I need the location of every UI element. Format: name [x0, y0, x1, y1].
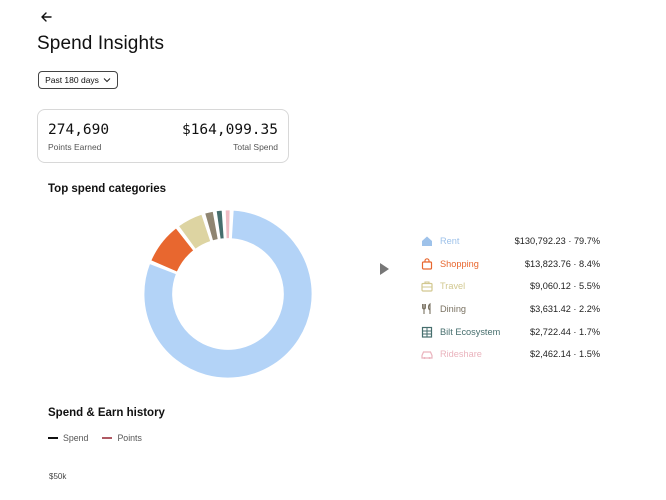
legend-separator: · [570, 281, 580, 292]
date-range-label: Past 180 days [45, 75, 99, 85]
legend-separator: · [570, 326, 580, 337]
points-earned-value: 274,690 [48, 122, 110, 138]
legend-amount-rent: $130,792.23 [514, 236, 566, 247]
shopping-bag-icon [420, 257, 434, 271]
legend-value-shopping: $13,823.76 · 8.4% [525, 259, 600, 269]
history-legend-spend-label: Spend [63, 433, 89, 443]
donut-slice-dining[interactable] [204, 210, 219, 242]
legend-amount-bilt-ecosystem: $2,722.44 [530, 326, 571, 337]
legend-label-rideshare: Rideshare [440, 349, 482, 360]
page-title: Spend Insights [37, 33, 165, 54]
legend-item-bilt-ecosystem[interactable]: Bilt Ecosystem $2,722.44 · 1.7% [420, 320, 610, 343]
legend-label-dining: Dining [440, 304, 467, 315]
history-y-tick-top: $50k [49, 472, 67, 481]
legend-percent-rent: 79.7% [573, 236, 600, 247]
legend-label-bilt-ecosystem: Bilt Ecosystem [440, 326, 501, 337]
date-range-dropdown[interactable]: Past 180 days [38, 71, 118, 89]
suitcase-icon [420, 279, 434, 293]
donut-slice-rideshare[interactable] [224, 209, 231, 239]
legend-amount-rideshare: $2,462.14 [530, 349, 571, 360]
history-legend-points[interactable]: Points [102, 433, 142, 443]
mouse-cursor-icon [379, 262, 391, 281]
legend-item-rideshare[interactable]: Rideshare $2,462.14 · 1.5% [420, 343, 610, 366]
legend-separator: · [570, 304, 580, 315]
chevron-down-icon [103, 75, 111, 85]
building-icon [420, 325, 434, 339]
legend-amount-shopping: $13,823.76 [524, 258, 571, 269]
legend-item-rent[interactable]: Rent $130,792.23 · 79.7% [420, 230, 610, 253]
legend-value-rent: $130,792.23 · 79.7% [515, 236, 600, 246]
category-legend: Rent $130,792.23 · 79.7% Shopping $13,823.7… [420, 230, 610, 366]
donut-slice-travel[interactable] [178, 213, 212, 250]
history-legend-points-label: Points [117, 433, 142, 443]
legend-amount-travel: $9,060.12 [530, 281, 571, 292]
legend-separator: · [565, 236, 574, 247]
back-arrow-icon[interactable] [38, 9, 58, 25]
donut-slice-bilt-ecosystem[interactable] [215, 209, 225, 240]
legend-label-shopping: Shopping [440, 258, 479, 269]
points-earned-label: Points Earned [48, 142, 102, 152]
legend-percent-shopping: 8.4% [579, 258, 600, 269]
spend-swatch [48, 437, 58, 439]
history-section-title: Spend & Earn history [48, 407, 165, 419]
summary-card: 274,690 Points Earned $164,099.35 Total … [37, 109, 289, 163]
legend-label-rent: Rent [440, 236, 460, 247]
legend-label-travel: Travel [440, 281, 466, 292]
legend-amount-dining: $3,631.42 [530, 304, 571, 315]
legend-item-travel[interactable]: Travel $9,060.12 · 5.5% [420, 275, 610, 298]
donut-slice-rent[interactable] [143, 209, 313, 379]
total-spend-label: Total Spend [233, 142, 278, 152]
donut-slice-shopping[interactable] [150, 227, 195, 273]
legend-percent-travel: 5.5% [579, 281, 600, 292]
legend-percent-dining: 2.2% [579, 304, 600, 315]
legend-value-travel: $9,060.12 · 5.5% [530, 281, 600, 291]
car-icon [420, 347, 434, 361]
fork-knife-icon [420, 302, 434, 316]
legend-separator: · [570, 349, 580, 360]
legend-item-dining[interactable]: Dining $3,631.42 · 2.2% [420, 298, 610, 321]
history-legend-spend[interactable]: Spend [48, 433, 88, 443]
legend-value-bilt-ecosystem: $2,722.44 · 1.7% [530, 327, 600, 337]
history-legend: Spend Points [48, 433, 142, 443]
total-spend-value: $164,099.35 [181, 122, 278, 138]
points-swatch [102, 437, 113, 439]
legend-percent-rideshare: 1.5% [579, 349, 600, 360]
spend-categories-donut-chart [143, 209, 313, 379]
legend-item-shopping[interactable]: Shopping $13,823.76 · 8.4% [420, 253, 610, 276]
legend-separator: · [570, 258, 580, 269]
legend-value-dining: $3,631.42 · 2.2% [530, 304, 600, 314]
legend-percent-bilt-ecosystem: 1.7% [579, 326, 600, 337]
house-icon [420, 234, 434, 248]
legend-value-rideshare: $2,462.14 · 1.5% [530, 349, 600, 359]
categories-section-title: Top spend categories [48, 183, 167, 195]
